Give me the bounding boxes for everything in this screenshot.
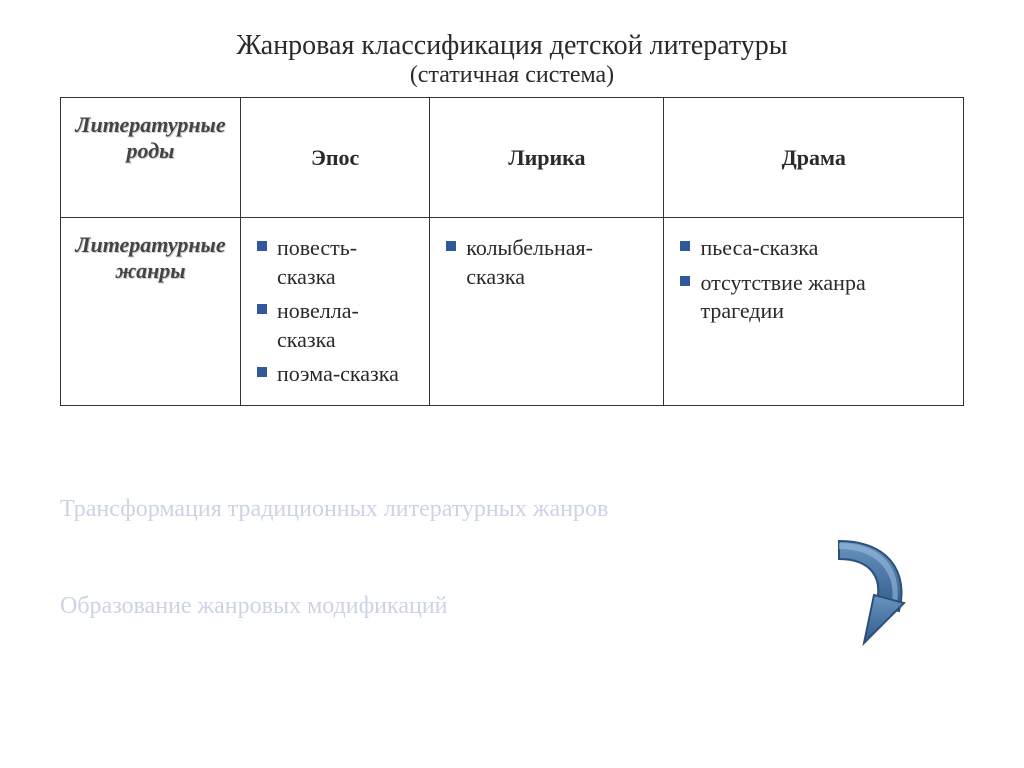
page-subtitle: (статичная система): [60, 62, 964, 89]
row-header-kinds: Литературные роды: [61, 98, 241, 218]
classification-table: Литературные роды Эпос Лирика Драма Лите…: [60, 97, 964, 406]
cell-drama-genres: пьеса-сказка отсутствие жанра трагедии: [664, 218, 964, 406]
col-header-epic: Эпос: [241, 98, 430, 218]
curved-arrow-icon: [804, 533, 914, 653]
list-item: поэма-сказка: [255, 360, 415, 389]
col-header-lyric: Лирика: [430, 98, 664, 218]
list-item: пьеса-сказка: [678, 234, 949, 263]
col-header-drama: Драма: [664, 98, 964, 218]
title-block: Жанровая классификация детской литератур…: [60, 30, 964, 89]
table-row: Литературные роды Эпос Лирика Драма: [61, 98, 964, 218]
cell-lyric-genres: колыбельная-сказка: [430, 218, 664, 406]
page-title: Жанровая классификация детской литератур…: [60, 30, 964, 62]
list-item: повесть-сказка: [255, 234, 415, 291]
faded-line-1: Трансформация традиционных литературных …: [60, 496, 964, 523]
table-row: Литературные жанры повесть-сказка новелл…: [61, 218, 964, 406]
lyric-list: колыбельная-сказка: [444, 234, 649, 291]
row-header-genres: Литературные жанры: [61, 218, 241, 406]
list-item: отсутствие жанра трагедии: [678, 269, 949, 326]
cell-epic-genres: повесть-сказка новелла-сказка поэма-сказ…: [241, 218, 430, 406]
list-item: колыбельная-сказка: [444, 234, 649, 291]
epic-list: повесть-сказка новелла-сказка поэма-сказ…: [255, 234, 415, 389]
list-item: новелла-сказка: [255, 297, 415, 354]
drama-list: пьеса-сказка отсутствие жанра трагедии: [678, 234, 949, 326]
